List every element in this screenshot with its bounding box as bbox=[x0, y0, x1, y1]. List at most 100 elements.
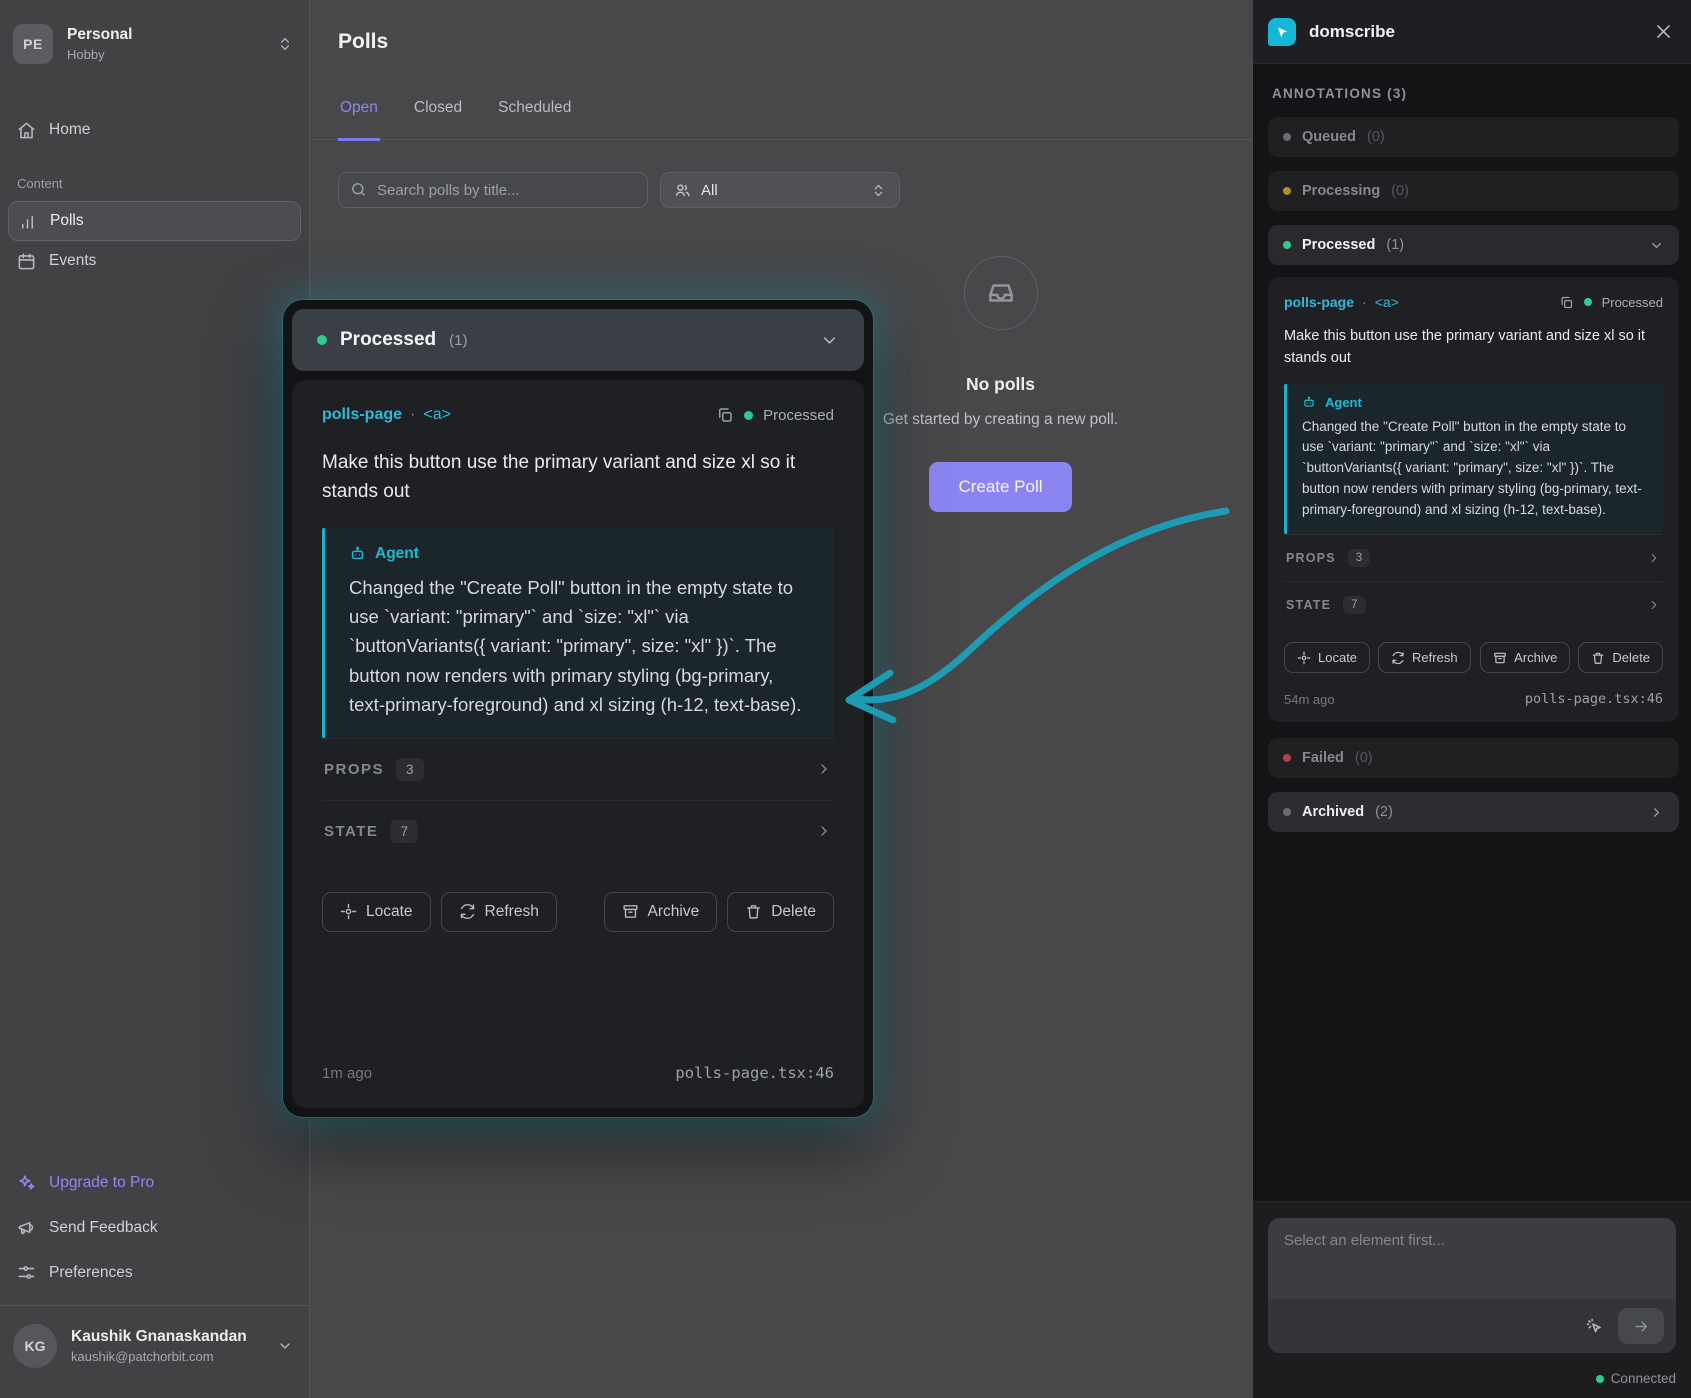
state-row[interactable]: STATE 7 bbox=[1284, 581, 1663, 628]
state-count-badge: 7 bbox=[390, 819, 418, 843]
queued-status-dot bbox=[1283, 133, 1291, 141]
refresh-button[interactable]: Refresh bbox=[1378, 642, 1471, 674]
sidebar: PE Personal Hobby Home Content Polls Eve… bbox=[0, 0, 310, 1398]
props-row[interactable]: PROPS 3 bbox=[322, 737, 834, 800]
locate-button[interactable]: Locate bbox=[322, 891, 431, 932]
state-label: STATE bbox=[324, 822, 379, 840]
tab-closed[interactable]: Closed bbox=[413, 99, 463, 116]
props-row[interactable]: PROPS 3 bbox=[1284, 534, 1663, 581]
feedback-label: Send Feedback bbox=[49, 1218, 158, 1236]
section-processing[interactable]: Processing (0) bbox=[1268, 171, 1679, 211]
chevron-down-icon bbox=[280, 1343, 290, 1349]
card-footer: 1m ago polls-page.tsx:46 bbox=[322, 1040, 834, 1082]
annotations-header: ANNOTATIONS (3) bbox=[1272, 86, 1408, 101]
section-queued[interactable]: Queued (0) bbox=[1268, 117, 1679, 157]
sidebar-item-home[interactable]: Home bbox=[0, 110, 309, 150]
section-count: (1) bbox=[1386, 237, 1405, 253]
user-avatar: KG bbox=[13, 1324, 57, 1368]
agent-message: Changed the "Create Poll" button in the … bbox=[349, 576, 802, 715]
card-footer: 54m ago polls-page.tsx:46 bbox=[1284, 691, 1663, 707]
agent-label: Agent bbox=[375, 544, 419, 562]
locate-button[interactable]: Locate bbox=[1284, 642, 1371, 674]
create-poll-button[interactable]: Create Poll bbox=[929, 462, 1072, 512]
preferences-label: Preferences bbox=[49, 1263, 133, 1281]
floating-card-header[interactable]: Processed (1) bbox=[292, 309, 864, 371]
section-count: (2) bbox=[1375, 804, 1393, 821]
component-link[interactable]: polls-page bbox=[1284, 294, 1355, 310]
chevron-right-icon bbox=[821, 826, 827, 837]
composer bbox=[1268, 1218, 1676, 1353]
preferences-button[interactable]: Preferences bbox=[0, 1250, 309, 1295]
send-button[interactable] bbox=[1618, 1308, 1664, 1344]
locate-label: Locate bbox=[366, 902, 413, 920]
cursor-click-icon[interactable] bbox=[1585, 1317, 1604, 1336]
connection-status: Connected bbox=[1268, 1371, 1676, 1386]
card-actions: Locate Refresh Archive Delete bbox=[1284, 642, 1663, 674]
upgrade-to-pro-button[interactable]: Upgrade to Pro bbox=[0, 1160, 309, 1205]
tab-scheduled[interactable]: Scheduled bbox=[498, 99, 572, 116]
refresh-button[interactable]: Refresh bbox=[440, 891, 557, 932]
archive-button[interactable]: Archive bbox=[603, 891, 718, 932]
domscribe-logo-icon bbox=[1268, 17, 1296, 46]
section-processed[interactable]: Processed (1) bbox=[1268, 225, 1679, 265]
section-label: Processed bbox=[340, 329, 437, 350]
section-label: Failed bbox=[1302, 750, 1344, 767]
sliders-icon bbox=[18, 1266, 35, 1279]
empty-state: No polls Get started by creating a new p… bbox=[310, 256, 1691, 512]
send-feedback-button[interactable]: Send Feedback bbox=[0, 1205, 309, 1250]
robot-icon bbox=[1304, 396, 1314, 407]
timestamp: 54m ago bbox=[1284, 691, 1335, 707]
sidebar-item-events[interactable]: Events bbox=[0, 241, 309, 281]
archived-status-dot bbox=[1283, 808, 1291, 817]
chevrons-up-down-icon bbox=[874, 184, 883, 196]
tab-open[interactable]: Open bbox=[338, 97, 380, 141]
trash-icon bbox=[1593, 652, 1604, 664]
delete-button[interactable]: Delete bbox=[727, 891, 834, 932]
delete-label: Delete bbox=[771, 902, 816, 920]
workspace-avatar: PE bbox=[13, 24, 53, 64]
workspace-meta: Personal Hobby bbox=[67, 26, 263, 62]
source-file: polls-page.tsx:46 bbox=[675, 1064, 834, 1082]
status-badge: Processed bbox=[763, 406, 834, 424]
element-tag[interactable]: <a> bbox=[423, 406, 451, 423]
archive-label: Archive bbox=[1514, 650, 1558, 666]
search-icon bbox=[352, 183, 365, 196]
card-actions: Locate Refresh Archive Delete bbox=[322, 891, 834, 932]
chevron-right-icon bbox=[1651, 554, 1657, 563]
composer-input[interactable] bbox=[1268, 1218, 1676, 1299]
calendar-icon bbox=[18, 253, 35, 269]
robot-icon bbox=[351, 547, 364, 560]
sidebar-item-polls[interactable]: Polls bbox=[8, 201, 301, 241]
state-count-badge: 7 bbox=[1343, 596, 1366, 615]
state-row[interactable]: STATE 7 bbox=[322, 799, 834, 862]
author-filter-select[interactable]: All bbox=[660, 172, 900, 208]
copy-icon[interactable] bbox=[1559, 295, 1574, 310]
section-failed[interactable]: Failed (0) bbox=[1268, 738, 1679, 779]
props-count-badge: 3 bbox=[1347, 549, 1371, 568]
archive-button[interactable]: Archive bbox=[1480, 642, 1571, 674]
section-count: (0) bbox=[1391, 183, 1409, 199]
props-label: PROPS bbox=[324, 760, 385, 778]
agent-callout: Agent Changed the "Create Poll" button i… bbox=[322, 527, 834, 738]
user-menu[interactable]: KG Kaushik Gnanaskandan kaushik@patchorb… bbox=[0, 1318, 309, 1390]
component-link[interactable]: polls-page bbox=[322, 406, 403, 423]
section-archived[interactable]: Archived (2) bbox=[1268, 792, 1679, 833]
locate-icon bbox=[340, 904, 357, 920]
page-title: Polls bbox=[338, 30, 389, 53]
main-content: Polls Open Closed Scheduled All No polls… bbox=[310, 0, 1691, 1398]
delete-button[interactable]: Delete bbox=[1578, 642, 1663, 674]
delete-label: Delete bbox=[1612, 650, 1650, 666]
section-count: (0) bbox=[1366, 129, 1385, 145]
agent-header: Agent bbox=[349, 545, 810, 563]
element-tag[interactable]: <a> bbox=[1374, 294, 1399, 310]
workspace-switcher[interactable]: PE Personal Hobby bbox=[0, 0, 309, 74]
upgrade-label: Upgrade to Pro bbox=[49, 1173, 155, 1191]
search-input[interactable] bbox=[338, 172, 648, 208]
copy-icon[interactable] bbox=[716, 406, 734, 424]
component-row: polls-page · <a> Processed bbox=[1284, 294, 1663, 310]
close-icon[interactable] bbox=[1654, 22, 1673, 41]
workspace-plan: Hobby bbox=[67, 47, 105, 62]
archive-icon bbox=[1494, 652, 1506, 663]
agent-header: Agent bbox=[1302, 395, 1648, 410]
state-label: STATE bbox=[1286, 598, 1332, 613]
